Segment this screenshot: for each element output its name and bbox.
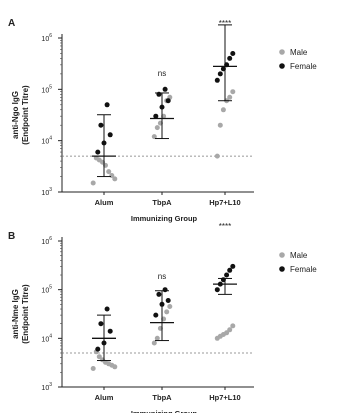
data-point-female [95, 149, 101, 155]
data-point-female [95, 346, 101, 352]
y-tick-exponent: 6 [49, 33, 52, 39]
y-tick-exponent: 4 [49, 136, 52, 142]
data-point-male [224, 330, 230, 336]
data-point-female [217, 71, 223, 77]
y-tick-label: 104 [41, 136, 52, 146]
data-point-female [104, 102, 110, 108]
data-point-female [104, 306, 110, 312]
data-point-male [164, 309, 170, 315]
legend-marker-male [279, 252, 285, 258]
y-axis-label-units: (Endpoint Titre) [21, 284, 30, 344]
data-point-female [214, 77, 220, 83]
legend-label-male: Male [290, 48, 308, 57]
data-point-female [165, 98, 171, 104]
data-point-female [227, 267, 233, 273]
data-point-female [98, 321, 104, 327]
y-tick-label: 105 [41, 285, 52, 295]
x-tick-label: Hp7+L10 [209, 393, 240, 402]
data-point-female [162, 86, 168, 92]
y-tick-label: 106 [41, 33, 52, 43]
legend-marker-male [279, 49, 285, 55]
y-tick-label: 103 [41, 382, 52, 392]
data-point-female [107, 132, 113, 138]
data-point-female [230, 263, 236, 269]
legend-label-female: Female [290, 62, 317, 71]
data-point-female [227, 55, 233, 61]
panel-label: A [8, 18, 15, 29]
y-tick-label: 104 [41, 333, 52, 343]
data-point-male [90, 366, 96, 371]
data-point-female [230, 51, 236, 56]
data-point-male [217, 122, 223, 128]
data-point-female [224, 272, 230, 278]
significance-label: **** [219, 222, 231, 231]
data-point-female [165, 298, 171, 303]
y-tick-label: 106 [41, 236, 52, 246]
data-point-female [153, 113, 159, 119]
data-point-female [107, 328, 113, 334]
data-point-male [167, 304, 173, 309]
y-axis-label-units: (Endpoint Titre) [21, 85, 30, 145]
x-tick-label: TbpA [152, 198, 172, 207]
data-point-male [90, 180, 96, 186]
y-tick-exponent: 5 [49, 84, 52, 90]
legend-marker-female [279, 63, 285, 69]
data-point-male [230, 89, 236, 95]
data-point-male [227, 94, 233, 100]
data-point-male [154, 125, 160, 131]
x-axis-label: Immunizing Group [131, 409, 198, 413]
data-point-male [227, 327, 233, 333]
panel-label: B [8, 231, 15, 242]
y-tick-exponent: 6 [49, 236, 52, 242]
y-tick-label: 105 [41, 84, 52, 94]
data-point-male [151, 340, 157, 346]
data-point-female [98, 122, 104, 128]
data-point-female [153, 312, 159, 318]
data-point-male [112, 176, 118, 182]
y-axis-label: anti-Nme IgG [11, 289, 20, 339]
data-point-male [230, 323, 236, 329]
y-tick-exponent: 3 [49, 382, 52, 388]
data-point-female [162, 287, 168, 293]
x-axis-label: Immunizing Group [131, 214, 198, 223]
y-tick-exponent: 5 [49, 285, 52, 291]
y-axis-label: anti-Ngo IgG [11, 91, 20, 139]
y-tick-label: 103 [41, 187, 52, 197]
data-point-female [156, 291, 162, 297]
x-tick-label: Alum [95, 198, 114, 207]
y-tick-exponent: 3 [49, 187, 52, 193]
significance-label: ns [158, 272, 166, 281]
x-tick-label: Hp7+L10 [209, 198, 240, 207]
legend-label-male: Male [290, 251, 308, 260]
data-point-male [214, 153, 220, 159]
data-point-male [220, 107, 226, 113]
legend-label-female: Female [290, 265, 317, 274]
data-point-male [154, 335, 160, 341]
y-tick-exponent: 4 [49, 333, 52, 339]
data-point-male [96, 354, 102, 360]
data-point-female [214, 287, 220, 293]
x-tick-label: TbpA [152, 393, 172, 402]
legend-marker-female [279, 266, 285, 272]
significance-label: **** [219, 19, 231, 28]
data-point-male [109, 173, 115, 178]
data-point-male [106, 169, 112, 175]
data-point-male [151, 134, 157, 140]
x-tick-label: Alum [95, 393, 114, 402]
significance-label: ns [158, 69, 166, 78]
